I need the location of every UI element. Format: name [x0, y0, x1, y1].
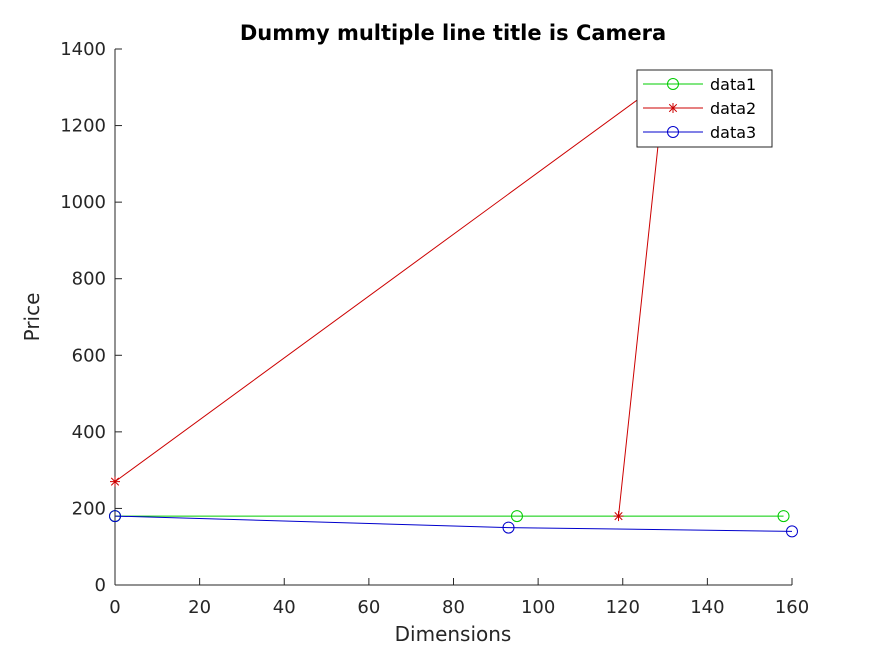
chart-title: Dummy multiple line title is Camera — [240, 21, 666, 45]
x-tick-label: 20 — [188, 597, 211, 618]
series-3-line — [114, 515, 793, 532]
x-axis-label: Dimensions — [395, 622, 512, 646]
x-tick-label: 0 — [109, 597, 120, 618]
y-tick-label: 200 — [72, 498, 106, 519]
x-tick-label: 60 — [357, 597, 380, 618]
y-tick-label: 1000 — [60, 192, 106, 213]
series-3 — [109, 510, 798, 538]
x-tick-label: 100 — [521, 597, 555, 618]
y-tick-label: 600 — [72, 345, 106, 366]
y-tick-label: 400 — [72, 422, 106, 443]
x-tick-label: 80 — [442, 597, 465, 618]
series-3-point — [786, 525, 798, 538]
y-axis-label: Price — [20, 293, 44, 342]
legend: data1 data2 data3 — [636, 69, 773, 148]
y-tick-label: 1400 — [60, 39, 106, 60]
series-1-point — [510, 510, 523, 523]
x-tick-label: 140 — [690, 597, 724, 618]
legend-marker-1 — [667, 78, 679, 90]
y-tick-label: 0 — [95, 575, 106, 596]
x-tick-label: 120 — [606, 597, 640, 618]
legend-marker-2 — [668, 103, 678, 113]
series-2-point — [110, 476, 120, 487]
legend-label-1: data1 — [710, 75, 756, 94]
x-tick-label: 160 — [775, 597, 809, 618]
series-2-point — [613, 511, 624, 522]
legend-label-2: data2 — [710, 99, 756, 118]
legend-label-3: data3 — [710, 123, 756, 142]
series-3-point — [502, 521, 515, 534]
axes: 0 20 40 60 80 100 120 140 160 0 200 400 600 800 1000 12… — [60, 39, 809, 618]
legend-marker-3 — [667, 126, 679, 138]
x-tick-label: 40 — [273, 597, 296, 618]
y-tick-label: 800 — [72, 269, 106, 290]
series-3-point — [109, 510, 121, 523]
y-tick-label: 1200 — [60, 116, 106, 137]
series-1-point — [777, 510, 790, 523]
